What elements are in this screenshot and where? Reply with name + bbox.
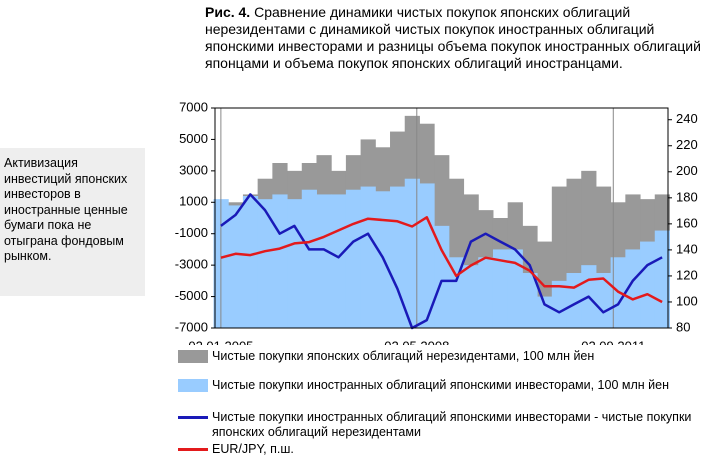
y2-tick-label: 80 (676, 319, 690, 334)
area-step (272, 194, 288, 328)
legend-label: EUR/JPY, п.ш. (212, 442, 294, 456)
area-step (301, 189, 317, 328)
y-tick-label: 7000 (179, 99, 208, 114)
area-step (640, 241, 656, 328)
y-tick-label: -7000 (175, 319, 208, 334)
chart: 02.01.2005 02.05.2008 02.09.2011 -7000 -5000… (175, 99, 698, 345)
area-step (316, 194, 332, 328)
y-tick-label: -1000 (175, 225, 208, 240)
area-step (595, 273, 612, 328)
area-step (345, 189, 362, 328)
x-tick-label: 02.09.2011 (581, 338, 645, 345)
area-step (551, 280, 568, 328)
legend-entry: Чистые покупки иностранных облигаций япо… (178, 410, 718, 440)
y2-tick-label: 120 (676, 267, 698, 282)
x-tick-label: 02.01.2005 (188, 338, 253, 345)
legend-label: Чистые покупки иностранных облигаций япо… (212, 378, 669, 392)
area-step (331, 194, 347, 328)
figure-label: Рис. 4. (205, 4, 251, 20)
area-step (360, 186, 376, 328)
area-step (257, 199, 273, 328)
legend-entry: Чистые покупки иностранных облигаций япо… (178, 378, 718, 393)
y2-tick-label: 160 (676, 215, 698, 230)
area-step (537, 296, 553, 328)
area-step (492, 249, 509, 328)
series-line (220, 193, 663, 330)
x-tick-label: 02.05.2008 (384, 338, 449, 345)
area-step (654, 230, 670, 328)
y2-tick-label: 220 (676, 137, 698, 152)
legend-swatch (178, 448, 208, 451)
y2-tick-label: 200 (676, 163, 698, 178)
legend-swatch (178, 416, 208, 419)
legend-label: Чистые покупки японских облигаций нерези… (212, 349, 595, 363)
area-step (228, 205, 244, 328)
legend-entry: Чистые покупки японских облигаций нерези… (178, 349, 718, 364)
y-tick-label: 1000 (179, 194, 208, 209)
y-tick-label: -5000 (175, 288, 208, 303)
y2-tick-label: 240 (676, 111, 698, 126)
y2-tick-label: 180 (676, 189, 698, 204)
chart-title: Рис. 4. Сравнение динамики чистых покупо… (205, 4, 710, 72)
side-note: Активизация инвестиций японских инвестор… (0, 148, 145, 296)
area-step (625, 249, 641, 328)
area-step (448, 257, 465, 328)
y-tick-label: 3000 (179, 162, 208, 177)
area-step (507, 249, 523, 328)
area-step (478, 257, 494, 328)
area-step (287, 199, 303, 328)
legend-entry: EUR/JPY, п.ш. (178, 442, 718, 457)
legend-swatch (178, 379, 208, 392)
legend-label: Чистые покупки иностранных облигаций япо… (212, 410, 692, 439)
area-step (242, 196, 259, 328)
y2-tick-label: 100 (676, 293, 698, 308)
area-step (522, 273, 538, 328)
series-line (220, 216, 663, 304)
area-step (463, 265, 479, 328)
plot-frame (214, 107, 669, 329)
area-step (434, 225, 450, 328)
title-text: Сравнение динамики чистых покупок японск… (205, 4, 701, 71)
y-tick-label: 5000 (179, 131, 208, 146)
y-tick-label: -3000 (175, 257, 208, 272)
legend-swatch (178, 350, 208, 363)
y2-tick-label: 140 (676, 241, 698, 256)
area-step (404, 178, 420, 328)
